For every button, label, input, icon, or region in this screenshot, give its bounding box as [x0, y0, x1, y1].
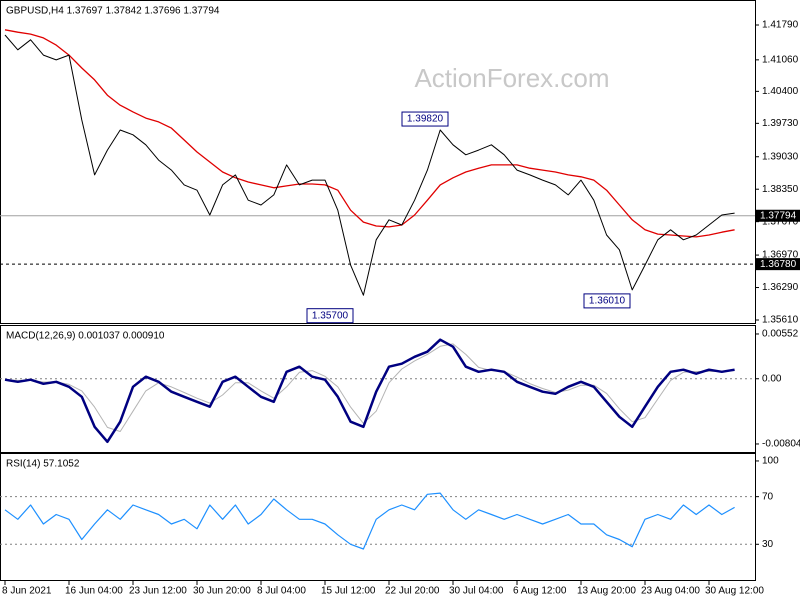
price-label-box	[756, 258, 800, 271]
x-tick-label: 16 Jun 04:00	[65, 586, 123, 597]
x-tick-label: 30 Jul 04:00	[449, 586, 504, 597]
panel-title: RSI(14) 57.1052	[6, 459, 80, 470]
annotation-label: 1.36010	[589, 296, 626, 307]
series-line	[4, 34, 735, 296]
y-tick-label: 1.38350	[762, 184, 799, 195]
x-tick-label: 6 Aug 12:00	[513, 586, 567, 597]
series-line	[4, 338, 735, 444]
x-tick-label: 30 Jun 20:00	[193, 586, 251, 597]
annotation-label: 1.39820	[407, 114, 444, 125]
panel-title: MACD(12,26,9) 0.001037 0.000910	[6, 331, 165, 342]
y-tick-label: 1.39730	[762, 118, 799, 129]
x-tick-label: 8 Jul 04:00	[257, 586, 306, 597]
y-tick-label: 1.36290	[762, 282, 799, 293]
price-label: 1.37794	[760, 210, 797, 221]
series-line	[4, 29, 735, 238]
annotation-box	[401, 111, 449, 127]
y-tick-label: 1.41060	[762, 54, 799, 65]
x-tick-label: 22 Jul 20:00	[385, 586, 440, 597]
annotation-box	[306, 308, 354, 324]
y-tick-label: 100	[762, 456, 779, 467]
y-tick-label: 30	[762, 539, 774, 550]
series-line	[4, 343, 735, 432]
annotation-box	[583, 293, 631, 309]
x-tick-label: 23 Aug 04:00	[641, 586, 700, 597]
y-tick-label: 1.40400	[762, 86, 799, 97]
series-line	[4, 492, 735, 550]
y-tick-label: 70	[762, 491, 774, 502]
y-tick-label: 0.00	[762, 373, 782, 384]
watermark: ActionForex.com	[414, 63, 609, 93]
x-tick-label: 15 Jul 12:00	[321, 586, 376, 597]
price-label-box	[756, 209, 800, 222]
annotation-label: 1.35700	[312, 310, 349, 321]
y-tick-label: 1.35610	[762, 315, 799, 326]
x-tick-label: 8 Jun 2021	[2, 586, 52, 597]
y-tick-label: 1.39030	[762, 151, 799, 162]
y-tick-label: 1.41790	[762, 20, 799, 31]
y-tick-label: 1.36970	[762, 250, 799, 261]
price-label: 1.36780	[760, 259, 797, 270]
y-tick-label: -0.00804	[762, 439, 800, 450]
y-tick-label: 1.37670	[762, 216, 799, 227]
x-tick-label: 13 Aug 20:00	[577, 586, 636, 597]
x-tick-label: 30 Aug 12:00	[705, 586, 764, 597]
panel-title: GBPUSD,H4 1.37697 1.37842 1.37696 1.3779…	[6, 6, 220, 17]
x-tick-label: 23 Jun 12:00	[129, 586, 187, 597]
y-tick-label: 0.00552	[762, 329, 799, 340]
